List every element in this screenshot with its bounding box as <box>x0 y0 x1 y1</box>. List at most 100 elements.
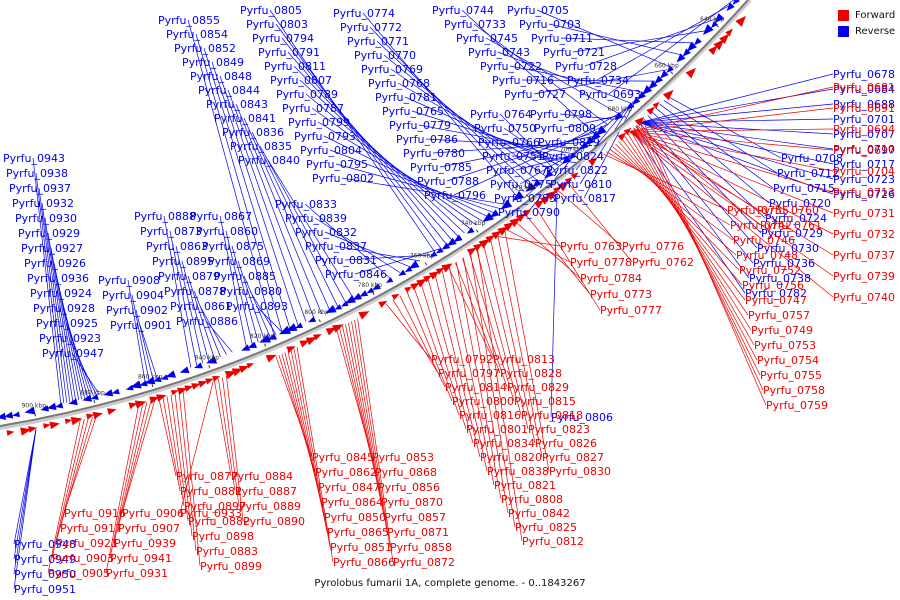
label-connector <box>251 131 338 307</box>
forward-gene <box>64 418 73 425</box>
gene-label: Pyrfu_0721 <box>543 46 605 59</box>
forward-gene <box>6 430 15 436</box>
reverse-gene <box>267 333 277 340</box>
gene-label: Pyrfu_0743 <box>468 46 530 59</box>
reverse-gene <box>404 266 413 273</box>
gene-label: Pyrfu_0740 <box>833 291 895 304</box>
label-connector <box>519 152 574 185</box>
label-connector <box>533 69 668 95</box>
gene-label: Pyrfu_0887 <box>235 485 297 498</box>
gene-label: Pyrfu_0835 <box>230 140 292 153</box>
gene-label: Pyrfu_0767 <box>486 164 548 177</box>
label-connector <box>187 275 215 360</box>
gene-label: Pyrfu_0849 <box>182 56 244 69</box>
gene-label: Pyrfu_0871 <box>387 526 449 539</box>
label-connector <box>639 122 834 180</box>
gene-label: Pyrfu_0762 <box>632 256 694 269</box>
forward-gene <box>416 278 427 288</box>
forward-gene <box>246 363 254 369</box>
label-connector <box>583 97 638 199</box>
label-connector <box>469 253 515 402</box>
gene-label: Pyrfu_0872 <box>393 556 455 569</box>
scale-label: 880 kbp <box>80 389 105 396</box>
forward-swatch <box>838 9 849 21</box>
reverse-gene <box>103 389 114 397</box>
label-connector <box>35 172 65 404</box>
gene-label: Pyrfu_0737 <box>833 249 895 262</box>
gene-label: Pyrfu_0782 <box>745 287 807 300</box>
reverse-gene <box>82 394 93 402</box>
gene-label: Pyrfu_0734 <box>567 74 629 87</box>
label-connector <box>639 122 834 135</box>
label-connector <box>195 33 283 333</box>
forward-gene <box>197 380 208 388</box>
forward-gene <box>305 337 317 346</box>
label-connector <box>231 245 259 343</box>
forward-gene <box>107 408 117 415</box>
label-connector <box>511 155 566 160</box>
label-connector <box>639 73 834 123</box>
gene-label: Pyrfu_0870 <box>381 496 443 509</box>
gene-label: Pyrfu_0908 <box>98 274 160 287</box>
gene-label: Pyrfu_0861 <box>170 300 232 313</box>
label-connector <box>329 149 495 214</box>
gene-label: Pyrfu_0801 <box>466 423 528 436</box>
legend-forward-label: Forward <box>855 9 896 21</box>
gene-label: Pyrfu_0819 <box>538 136 600 149</box>
label-connector <box>205 320 233 353</box>
gene-label: Pyrfu_0727 <box>504 88 566 101</box>
gene-label: Pyrfu_0733 <box>444 18 506 31</box>
forward-gene <box>128 402 138 409</box>
reverse-gene <box>579 141 589 150</box>
gene-label: Pyrfu_0712 <box>777 167 839 180</box>
scale-label: 780 kbp <box>358 282 383 289</box>
label-connector <box>127 279 146 383</box>
reverse-gene <box>372 283 381 290</box>
label-connector <box>470 252 516 528</box>
forward-gene <box>28 426 38 433</box>
label-connector <box>427 279 474 444</box>
legend: Forward Reverse <box>838 7 895 39</box>
gene-label: Pyrfu_0884 <box>231 470 293 483</box>
gene-label: Pyrfu_0798 <box>530 108 592 121</box>
gene-label: Pyrfu_0704 <box>833 165 895 178</box>
gene-label: Pyrfu_0885 <box>214 270 276 283</box>
reverse-gene <box>68 398 78 406</box>
label-connector <box>281 37 447 245</box>
label-connector <box>536 9 671 68</box>
forward-gene <box>265 354 277 363</box>
gene-label: Pyrfu_0697 <box>833 144 895 157</box>
gene-label: Pyrfu_0726 <box>833 188 895 201</box>
scale-label: 680 kbp <box>608 106 633 113</box>
reverse-gene <box>366 287 375 294</box>
gene-label: Pyrfu_0878 <box>164 285 226 298</box>
forward-gene <box>378 300 388 308</box>
label-connector <box>629 131 834 151</box>
label-connector <box>497 234 543 458</box>
label-connector <box>639 103 834 123</box>
reverse-gene <box>165 370 177 378</box>
reverse-gene <box>595 125 607 136</box>
gene-label: Pyrfu_0941 <box>110 552 172 565</box>
label-connector <box>584 17 718 67</box>
scale-tick <box>372 292 375 296</box>
gene-label: Pyrfu_0755 <box>760 369 822 382</box>
scale-tick <box>623 115 627 118</box>
reverse-gene <box>308 316 317 323</box>
label-connector <box>659 103 774 189</box>
gene-label: Pyrfu_0807 <box>270 74 332 87</box>
gene-label: Pyrfu_0788 <box>417 175 479 188</box>
label-connector <box>629 86 834 132</box>
label-connector <box>404 96 559 166</box>
reverse-gene <box>0 412 7 420</box>
label-connector <box>631 129 746 294</box>
gene-label: Pyrfu_0848 <box>190 70 252 83</box>
forward-gene <box>713 39 725 51</box>
forward-gene <box>646 106 656 115</box>
scale-label: 720 kbp <box>511 185 536 192</box>
reverse-gene <box>111 388 120 395</box>
forward-gene <box>332 324 344 333</box>
label-connector <box>453 124 608 196</box>
label-connector <box>219 75 307 322</box>
